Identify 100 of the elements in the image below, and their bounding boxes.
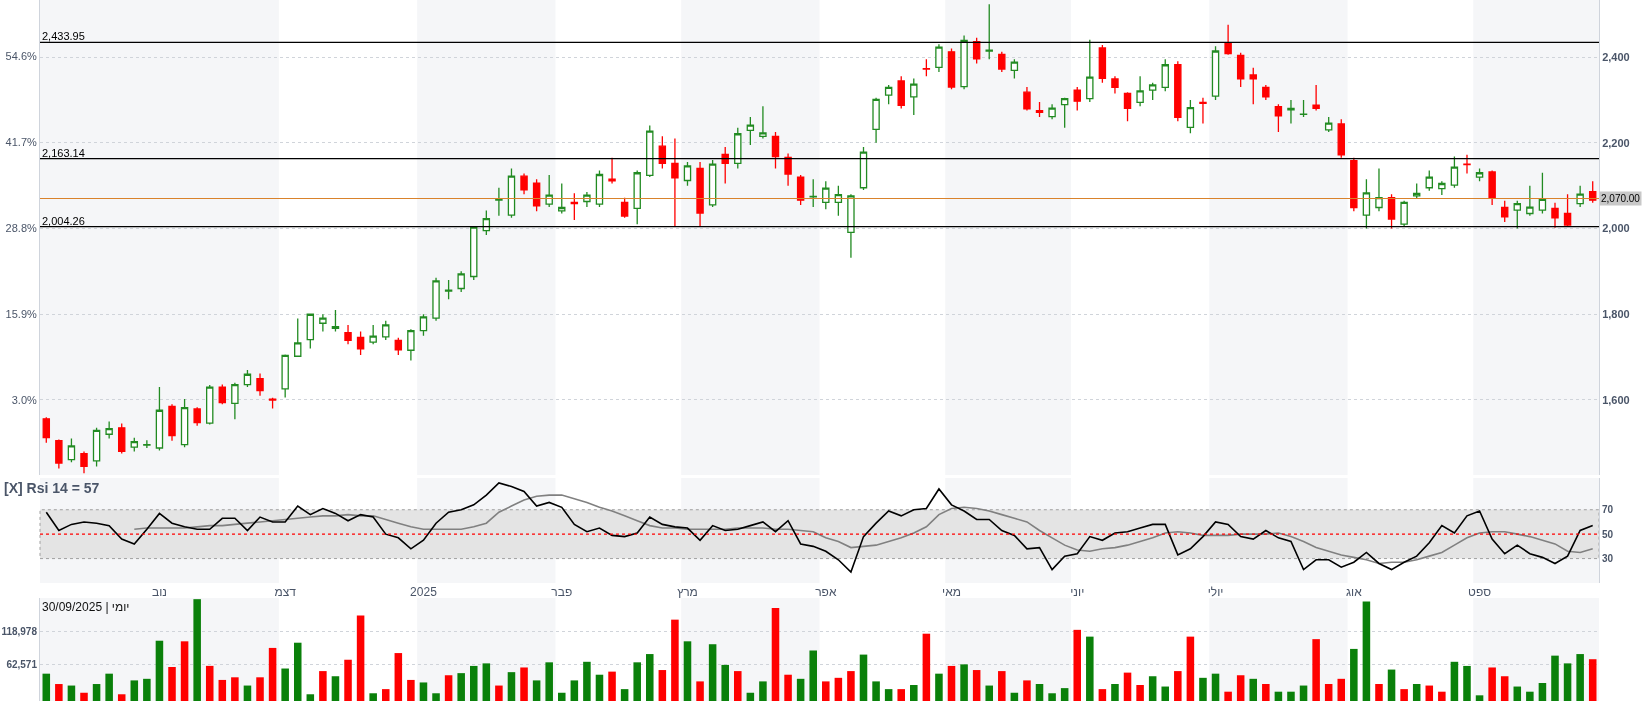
- y-tick-label: 30: [1602, 553, 1614, 565]
- candlestick: [935, 43, 943, 73]
- bar: [520, 667, 528, 701]
- bar: [1048, 693, 1056, 701]
- candlestick: [1023, 86, 1031, 112]
- bar: [432, 693, 440, 701]
- bar: [1412, 683, 1421, 701]
- candlestick: [1312, 84, 1320, 112]
- candlestick: [218, 383, 227, 405]
- candlestick: [1526, 184, 1534, 217]
- bar: [293, 642, 302, 701]
- candlestick: [1111, 75, 1119, 95]
- candlestick: [206, 384, 214, 426]
- candlestick: [231, 382, 239, 420]
- candlestick: [822, 180, 830, 210]
- candlestick: [1551, 202, 1559, 229]
- bar: [243, 685, 252, 701]
- bar: [407, 679, 415, 701]
- bar: [80, 692, 88, 701]
- bar: [55, 684, 63, 701]
- candlestick: [407, 328, 415, 362]
- candlestick: [1086, 39, 1094, 103]
- bar: [1425, 685, 1434, 701]
- candlestick: [117, 422, 126, 455]
- candlestick: [646, 124, 654, 178]
- candlestick: [369, 324, 377, 345]
- bar: [1513, 686, 1522, 701]
- bar: [1249, 678, 1258, 701]
- bar: [231, 677, 239, 701]
- bar: [583, 661, 591, 701]
- y2-tick-label: 3.0%: [11, 393, 38, 406]
- candlestick: [796, 174, 805, 206]
- candlestick: [1324, 116, 1333, 133]
- ref-line-label: 2,433.95: [42, 30, 85, 42]
- candlestick: [746, 116, 755, 146]
- bar: [708, 644, 717, 701]
- candlestick: [570, 192, 579, 221]
- y2-tick-label: 41.7%: [5, 136, 38, 149]
- bar: [344, 659, 352, 701]
- candlestick: [1186, 99, 1195, 134]
- line-series: [133, 494, 1594, 565]
- candlestick: [608, 157, 616, 185]
- bar: [155, 640, 164, 701]
- bar: [1350, 648, 1358, 701]
- bar: [1287, 691, 1295, 701]
- candlestick: [872, 97, 880, 144]
- bar: [1538, 682, 1547, 701]
- bar: [822, 681, 830, 701]
- candlestick: [1224, 24, 1232, 56]
- candlestick: [1463, 154, 1471, 175]
- candlestick: [1450, 155, 1459, 189]
- x-tick-label: מאי: [942, 585, 961, 599]
- bar: [1588, 659, 1597, 701]
- bar: [1236, 675, 1245, 701]
- bar: [1161, 686, 1170, 701]
- bar: [796, 678, 805, 701]
- candlestick: [55, 438, 63, 470]
- bar: [557, 692, 566, 701]
- candlestick: [1538, 172, 1547, 215]
- candlestick: [985, 3, 993, 60]
- bar: [935, 673, 943, 701]
- candlestick: [884, 84, 893, 105]
- candlestick: [1400, 199, 1408, 227]
- bar: [859, 654, 868, 701]
- candlestick: [432, 277, 440, 322]
- bar: [671, 619, 679, 701]
- y2-tick-label: 15.9%: [5, 307, 38, 320]
- bar: [218, 679, 227, 701]
- bar: [482, 663, 491, 701]
- bar: [1463, 665, 1471, 701]
- y-tick-label: 2,000: [1602, 222, 1630, 235]
- annotation: יומי | 30/09/2025: [42, 600, 130, 614]
- bar: [884, 689, 893, 701]
- x-tick-label: דצמ: [274, 585, 297, 599]
- bar: [1475, 695, 1484, 701]
- bar: [1438, 691, 1446, 701]
- bar: [1199, 677, 1207, 701]
- bar: [608, 671, 616, 701]
- y-tick-label: 70: [1602, 504, 1614, 516]
- bar: [998, 671, 1006, 701]
- candlestick: [1563, 193, 1572, 227]
- candlestick: [1098, 44, 1107, 84]
- bar: [1400, 689, 1408, 701]
- y2-tick-label: 28.8%: [5, 221, 38, 234]
- bar: [1576, 654, 1584, 701]
- bar: [117, 694, 126, 701]
- bar: [507, 672, 516, 701]
- candlestick: [784, 152, 792, 187]
- bar: [130, 680, 139, 701]
- candlestick: [1438, 180, 1446, 196]
- x-tick-label: 2025: [410, 585, 438, 599]
- candlestick: [42, 416, 51, 444]
- bar: [1312, 639, 1320, 701]
- bar: [419, 682, 428, 701]
- bar: [1224, 691, 1232, 701]
- candlestick: [268, 397, 277, 410]
- candlestick: [532, 178, 541, 212]
- candlestick: [620, 196, 629, 219]
- bar: [646, 654, 654, 701]
- bar: [1211, 673, 1220, 701]
